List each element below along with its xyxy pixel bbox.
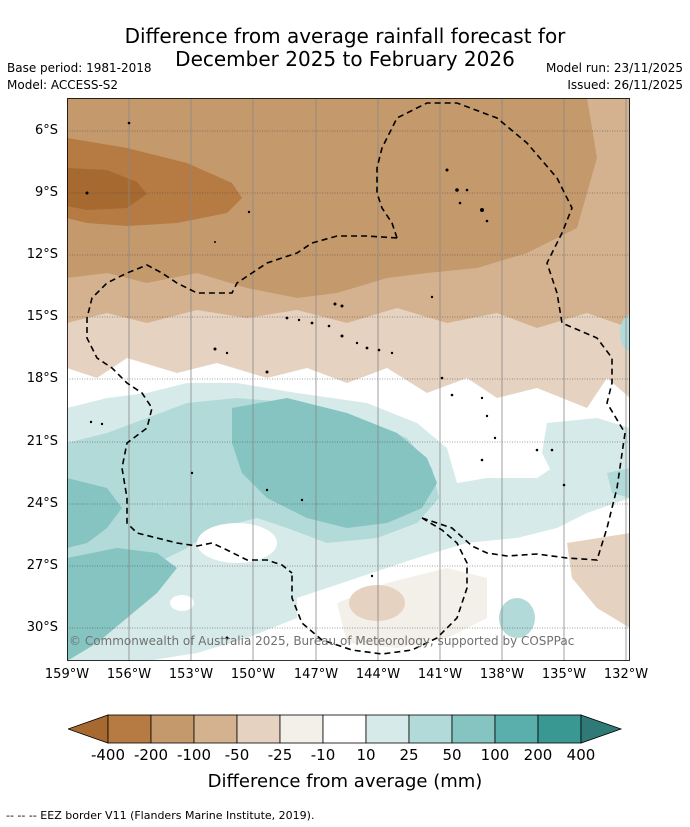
wet-southwest-region (67, 478, 122, 548)
lon-label-156w: 156°W (106, 667, 152, 682)
colorbar-label: -50 (224, 746, 250, 764)
issued-date: Issued: 26/11/2025 (567, 78, 683, 92)
wet-strong-region (232, 398, 437, 528)
colorbar-bin-4 (236, 714, 281, 744)
lon-label-150w: 150°W (230, 667, 276, 682)
dry-southeast-patch (349, 585, 405, 621)
colorbar-bin-5 (279, 714, 324, 744)
colorbar-bin-7 (365, 714, 410, 744)
title-line-2: December 2025 to February 2026 (175, 47, 515, 71)
dry-east-patch (567, 533, 630, 628)
colorbar-extend-high (580, 714, 623, 744)
lat-label-27s: 27°S (26, 558, 58, 573)
lat-label-15s: 15°S (26, 309, 58, 324)
colorbar-bin-11 (537, 714, 582, 744)
lon-label-135w: 135°W (541, 667, 587, 682)
colorbar-label: -400 (90, 746, 126, 764)
colorbar-label: -100 (176, 746, 212, 764)
colorbar-bin-3 (193, 714, 238, 744)
colorbar-bin-8 (408, 714, 453, 744)
lon-label-144w: 144°W (355, 667, 401, 682)
islands (85, 121, 566, 640)
colorbar (68, 714, 623, 744)
model-name: Model: ACCESS-S2 (7, 78, 119, 92)
colorbar-bin-6 (322, 714, 367, 744)
eez-legend: -- -- -- EEZ border V11 (Flanders Marine… (6, 809, 315, 822)
base-period: Base period: 1981-2018 (7, 61, 152, 75)
lon-label-141w: 141°W (417, 667, 463, 682)
colorbar-label: 50 (442, 746, 462, 764)
lon-label-138w: 138°W (479, 667, 525, 682)
colorbar-bin-1 (107, 714, 152, 744)
model-run: Model run: 23/11/2025 (545, 61, 683, 75)
lat-label-12s: 12°S (26, 247, 58, 262)
wet-northeast-edge (620, 315, 630, 351)
lat-label-18s: 18°S (26, 371, 58, 386)
lat-label-21s: 21°S (26, 434, 58, 449)
colorbar-bin-10 (494, 714, 539, 744)
wet-southeast-patch (499, 598, 535, 638)
colorbar-bin-2 (150, 714, 195, 744)
colorbar-label: -10 (310, 746, 336, 764)
wet-south-region (67, 548, 177, 661)
colorbar-label: 200 (523, 746, 553, 764)
title-line-1: Difference from average rainfall forecas… (124, 24, 566, 48)
lat-label-9s: 9°S (34, 185, 58, 200)
colorbar-extend-low (68, 714, 109, 744)
lon-label-132w: 132°W (603, 667, 649, 682)
lat-label-6s: 6°S (34, 123, 58, 138)
lon-label-153w: 153°W (168, 667, 214, 682)
rainfall-anomaly-map (67, 98, 630, 661)
colorbar-title: Difference from average (mm) (207, 771, 483, 792)
neutral-patch-2 (170, 595, 194, 611)
colorbar-label: 100 (480, 746, 510, 764)
neutral-patch-1 (197, 523, 277, 563)
lat-label-24s: 24°S (26, 496, 58, 511)
colorbar-label: -200 (133, 746, 169, 764)
lon-label-159w: 159°W (44, 667, 90, 682)
lat-label-30s: 30°S (26, 620, 58, 635)
map-frame (67, 98, 630, 661)
lon-label-147w: 147°W (293, 667, 339, 682)
colorbar-bin-9 (451, 714, 496, 744)
dry-core (67, 168, 147, 210)
dry-band-medium (67, 98, 597, 298)
eez-borders (86, 102, 626, 655)
colorbar-label: 400 (566, 746, 596, 764)
colorbar-label: -25 (267, 746, 293, 764)
colorbar-label: 25 (399, 746, 419, 764)
copyright-notice: © Commonwealth of Australia 2025, Bureau… (69, 634, 575, 648)
colorbar-label: 10 (356, 746, 376, 764)
